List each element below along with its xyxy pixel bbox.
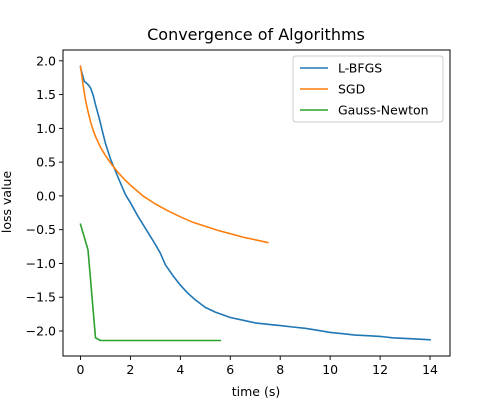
- x-tick-label: 2: [126, 362, 134, 377]
- y-tick-label: 0.5: [36, 155, 56, 170]
- series-line-1: [79, 65, 269, 244]
- y-tick-label: −1.0: [26, 256, 56, 271]
- legend-label-2: Gauss-Newton: [338, 103, 429, 118]
- legend-label-0: L-BFGS: [338, 61, 382, 76]
- legend-label-1: SGD: [338, 82, 365, 97]
- x-axis-label: time (s): [232, 384, 280, 399]
- y-tick-label: 0.0: [36, 188, 56, 203]
- plot-layer: [79, 65, 431, 342]
- x-tick-label: 12: [372, 362, 388, 377]
- y-tick-label: −0.5: [26, 222, 56, 237]
- y-tick-label: 2.0: [36, 53, 56, 68]
- x-ticks: 0 2 4 6 8 10 12 14: [77, 356, 438, 377]
- legend: L-BFGS SGD Gauss-Newton: [292, 55, 444, 123]
- series-line-0: [79, 66, 431, 341]
- y-tick-label: 1.0: [36, 121, 56, 136]
- legend-box: [292, 55, 444, 123]
- y-tick-label: 1.5: [36, 87, 56, 102]
- x-tick-label: 10: [322, 362, 338, 377]
- chart-title: Convergence of Algorithms: [147, 25, 365, 44]
- y-ticks: 2.0 1.5 1.0 0.5 0.0 −0.5 −1.0 −1.5 −2.0: [26, 53, 63, 339]
- x-tick-label: 6: [226, 362, 234, 377]
- series-line-2: [79, 223, 222, 342]
- x-tick-label: 4: [176, 362, 184, 377]
- y-tick-label: −2.0: [26, 324, 56, 339]
- y-tick-label: −1.5: [26, 290, 56, 305]
- x-tick-label: 14: [422, 362, 438, 377]
- y-axis-label: loss value: [0, 171, 14, 234]
- x-tick-label: 0: [77, 362, 85, 377]
- axes-frame: [62, 49, 451, 357]
- x-tick-label: 8: [276, 362, 284, 377]
